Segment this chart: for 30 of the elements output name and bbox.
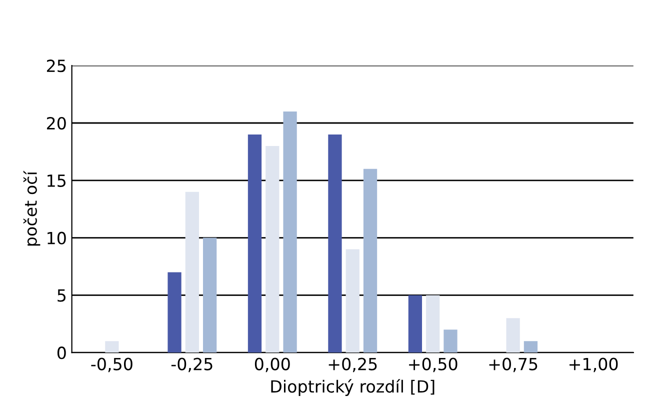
x-tick-label: 0,00 xyxy=(254,358,290,372)
bar xyxy=(444,330,458,353)
y-tick-label: 0 xyxy=(57,346,66,360)
x-tick-label: -0,25 xyxy=(171,358,212,372)
bar xyxy=(426,295,440,353)
x-tick-label: +1,00 xyxy=(570,358,618,372)
x-tick-label: -0,50 xyxy=(91,358,132,372)
bar xyxy=(248,134,262,353)
bar xyxy=(168,272,182,353)
bar xyxy=(363,168,378,353)
y-tick-label: 25 xyxy=(46,60,66,72)
bar xyxy=(408,295,422,353)
x-tick-label: +0,25 xyxy=(328,358,377,372)
x-tick-label: +0,75 xyxy=(489,358,538,372)
bar xyxy=(185,192,199,353)
bar xyxy=(266,146,280,353)
bar xyxy=(283,112,297,353)
bar xyxy=(524,341,538,353)
y-axis-title: počet očí xyxy=(23,170,40,246)
y-tick-label: 15 xyxy=(48,174,66,187)
x-axis-title: Dioptrický rozdíl [D] xyxy=(271,379,434,396)
bar xyxy=(105,341,119,353)
bar xyxy=(203,238,217,353)
bar xyxy=(506,318,520,353)
y-tick-label: 5 xyxy=(58,289,66,302)
y-tick-label: 10 xyxy=(48,232,66,244)
bar xyxy=(346,249,360,353)
bar xyxy=(328,134,342,353)
y-tick-label: 20 xyxy=(46,116,66,130)
x-tick-label: +0,50 xyxy=(409,358,458,372)
